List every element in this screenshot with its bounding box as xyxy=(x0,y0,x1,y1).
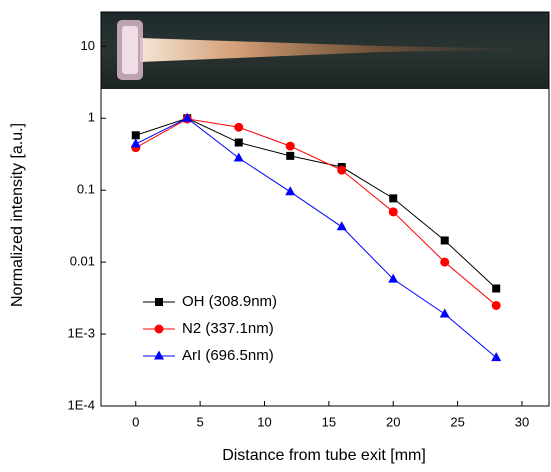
y-tick-label: 0.1 xyxy=(77,182,95,197)
marker xyxy=(285,141,295,151)
marker xyxy=(233,152,244,162)
x-tick-label: 25 xyxy=(450,414,464,429)
marker xyxy=(234,138,243,147)
x-tick-label: 15 xyxy=(322,414,336,429)
marker xyxy=(439,308,450,318)
marker xyxy=(491,300,501,310)
marker xyxy=(285,186,296,196)
legend-marker xyxy=(154,350,164,360)
photo xyxy=(101,12,549,89)
legend-label: OH (308.9nm) xyxy=(182,293,277,310)
marker xyxy=(388,207,398,217)
marker xyxy=(182,112,193,122)
series-line xyxy=(135,117,497,359)
x-tick-label: 0 xyxy=(132,414,139,429)
y-tick-label: 10 xyxy=(81,38,95,53)
marker xyxy=(286,151,295,160)
marker xyxy=(388,273,399,283)
marker xyxy=(131,131,140,140)
y-tick-label: 0.01 xyxy=(70,254,95,269)
y-tick-label: 1E-4 xyxy=(68,397,95,412)
marker xyxy=(389,194,398,203)
series-line xyxy=(135,117,497,289)
marker xyxy=(130,138,141,148)
y-tick-label: 1 xyxy=(88,110,95,125)
legend-marker xyxy=(155,298,163,306)
series-line xyxy=(135,118,497,306)
plot-frame xyxy=(100,11,550,407)
marker xyxy=(337,165,347,175)
x-axis-title: Distance from tube exit [mm] xyxy=(222,447,426,464)
marker xyxy=(492,284,501,293)
marker xyxy=(491,352,502,362)
marker xyxy=(440,236,449,245)
x-tick-label: 30 xyxy=(515,414,529,429)
marker xyxy=(336,221,347,231)
x-tick-label: 5 xyxy=(197,414,204,429)
y-tick-label: 1E-3 xyxy=(68,326,95,341)
legend-label: ArI (696.5nm) xyxy=(182,347,274,364)
y-axis-title: Normalized intensity [a.u.] xyxy=(9,123,26,307)
marker xyxy=(234,122,244,132)
legend-marker xyxy=(154,324,164,334)
x-tick-label: 10 xyxy=(257,414,271,429)
marker xyxy=(440,257,450,267)
x-tick-label: 20 xyxy=(386,414,400,429)
legend-label: N2 (337.1nm) xyxy=(182,320,274,337)
